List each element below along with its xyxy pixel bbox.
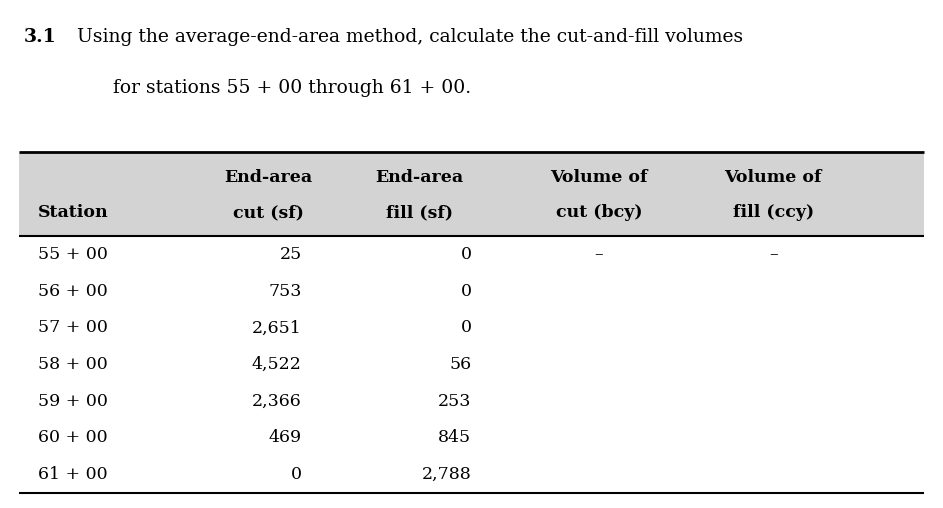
Text: fill (ccy): fill (ccy) [733, 204, 814, 221]
Text: Using the average-end-area method, calculate the cut-and-fill volumes: Using the average-end-area method, calcu… [77, 28, 743, 46]
Text: 3.1: 3.1 [24, 28, 57, 46]
Text: 4,522: 4,522 [252, 356, 302, 373]
Text: 57 + 00: 57 + 00 [38, 320, 108, 336]
Text: 2,366: 2,366 [252, 393, 302, 409]
Text: cut (bcy): cut (bcy) [555, 204, 642, 221]
Text: End-area: End-area [375, 169, 464, 186]
Text: 56: 56 [450, 356, 472, 373]
Text: 60 + 00: 60 + 00 [38, 429, 108, 447]
Text: Volume of: Volume of [724, 169, 822, 186]
Text: 2,788: 2,788 [422, 466, 472, 483]
Text: Station: Station [38, 204, 108, 221]
Text: 753: 753 [269, 282, 302, 300]
Text: 56 + 00: 56 + 00 [38, 282, 108, 300]
Text: for stations 55 + 00 through 61 + 00.: for stations 55 + 00 through 61 + 00. [113, 79, 472, 97]
Text: cut (sf): cut (sf) [233, 204, 305, 221]
Text: –: – [594, 246, 604, 263]
Text: Volume of: Volume of [550, 169, 648, 186]
Text: 0: 0 [460, 282, 472, 300]
Text: 0: 0 [290, 466, 302, 483]
Text: 55 + 00: 55 + 00 [38, 246, 108, 263]
Text: 61 + 00: 61 + 00 [38, 466, 108, 483]
Text: 0: 0 [460, 320, 472, 336]
Text: 58 + 00: 58 + 00 [38, 356, 108, 373]
Text: 25: 25 [279, 246, 302, 263]
Text: 2,651: 2,651 [252, 320, 302, 336]
Text: fill (sf): fill (sf) [386, 204, 454, 221]
Text: 253: 253 [438, 393, 472, 409]
Text: 59 + 00: 59 + 00 [38, 393, 108, 409]
Text: 0: 0 [460, 246, 472, 263]
Text: 469: 469 [269, 429, 302, 447]
Text: End-area: End-area [224, 169, 313, 186]
Text: 845: 845 [438, 429, 472, 447]
Text: –: – [769, 246, 778, 263]
Bar [19, 152, 924, 236]
